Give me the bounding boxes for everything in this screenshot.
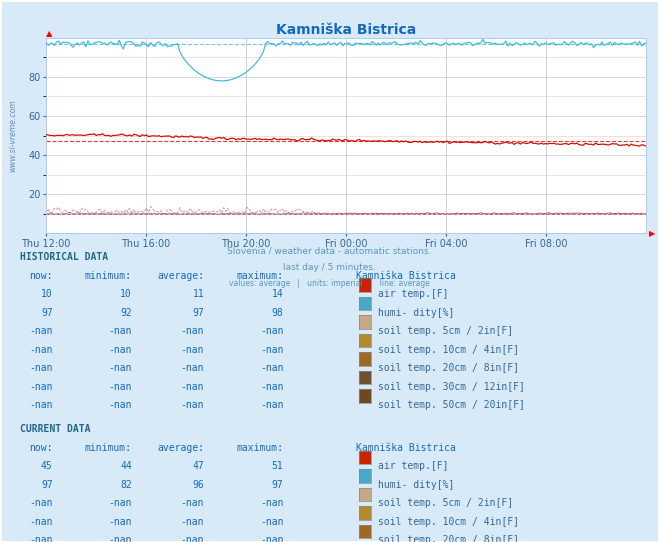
Text: 97: 97	[192, 308, 204, 318]
Text: average:: average:	[158, 443, 204, 453]
Text: 47: 47	[192, 461, 204, 472]
Text: maximum:: maximum:	[237, 270, 283, 281]
Text: minimum:: minimum:	[85, 270, 132, 281]
Text: -nan: -nan	[181, 363, 204, 373]
Text: Kamniška Bistrica: Kamniška Bistrica	[356, 443, 456, 453]
Text: 44: 44	[120, 461, 132, 472]
Text: -nan: -nan	[181, 517, 204, 527]
Text: -nan: -nan	[29, 499, 53, 508]
Text: last day / 5 minutes.: last day / 5 minutes.	[283, 263, 376, 272]
Text: -nan: -nan	[260, 382, 283, 392]
Text: -nan: -nan	[108, 401, 132, 410]
Text: -nan: -nan	[260, 499, 283, 508]
Text: values: average   |   units: imperial   |   line: average: values: average | units: imperial | line…	[229, 279, 430, 288]
Text: -nan: -nan	[29, 345, 53, 354]
Text: ▶: ▶	[649, 229, 655, 237]
Text: soil temp. 50cm / 20in[F]: soil temp. 50cm / 20in[F]	[378, 401, 525, 410]
Text: soil temp. 20cm / 8in[F]: soil temp. 20cm / 8in[F]	[378, 363, 519, 373]
Text: -nan: -nan	[181, 535, 204, 542]
Text: humi- dity[%]: humi- dity[%]	[378, 308, 454, 318]
Text: -nan: -nan	[108, 382, 132, 392]
Text: CURRENT DATA: CURRENT DATA	[20, 424, 90, 434]
Text: -nan: -nan	[181, 401, 204, 410]
Text: HISTORICAL DATA: HISTORICAL DATA	[20, 252, 108, 262]
Text: 45: 45	[41, 461, 53, 472]
Text: average:: average:	[158, 270, 204, 281]
Text: -nan: -nan	[29, 517, 53, 527]
Text: 98: 98	[272, 308, 283, 318]
Text: soil temp. 20cm / 8in[F]: soil temp. 20cm / 8in[F]	[378, 535, 519, 542]
Text: humi- dity[%]: humi- dity[%]	[378, 480, 454, 490]
Text: 97: 97	[41, 308, 53, 318]
Text: 96: 96	[192, 480, 204, 490]
Text: Kamniška Bistrica: Kamniška Bistrica	[356, 270, 456, 281]
Text: 14: 14	[272, 289, 283, 299]
Text: 82: 82	[120, 480, 132, 490]
Text: air temp.[F]: air temp.[F]	[378, 461, 448, 472]
Text: -nan: -nan	[181, 326, 204, 336]
Text: -nan: -nan	[108, 363, 132, 373]
Text: soil temp. 10cm / 4in[F]: soil temp. 10cm / 4in[F]	[378, 345, 519, 354]
Text: 10: 10	[41, 289, 53, 299]
Text: -nan: -nan	[108, 326, 132, 336]
Text: air temp.[F]: air temp.[F]	[378, 289, 448, 299]
Title: Kamniška Bistrica: Kamniška Bistrica	[276, 23, 416, 37]
Text: -nan: -nan	[260, 326, 283, 336]
Text: now:: now:	[29, 270, 53, 281]
Text: -nan: -nan	[29, 382, 53, 392]
Text: maximum:: maximum:	[237, 443, 283, 453]
Text: -nan: -nan	[181, 499, 204, 508]
Text: soil temp. 10cm / 4in[F]: soil temp. 10cm / 4in[F]	[378, 517, 519, 527]
Text: 11: 11	[192, 289, 204, 299]
Text: -nan: -nan	[29, 326, 53, 336]
Text: soil temp. 5cm / 2in[F]: soil temp. 5cm / 2in[F]	[378, 326, 513, 336]
Text: 97: 97	[41, 480, 53, 490]
Text: -nan: -nan	[260, 363, 283, 373]
Text: now:: now:	[29, 443, 53, 453]
Text: Slovenia / weather data - automatic stations.: Slovenia / weather data - automatic stat…	[227, 247, 432, 256]
Text: -nan: -nan	[29, 535, 53, 542]
Text: -nan: -nan	[108, 535, 132, 542]
Text: -nan: -nan	[108, 345, 132, 354]
Text: 92: 92	[120, 308, 132, 318]
Text: -nan: -nan	[108, 517, 132, 527]
Text: soil temp. 30cm / 12in[F]: soil temp. 30cm / 12in[F]	[378, 382, 525, 392]
Text: -nan: -nan	[108, 499, 132, 508]
Text: -nan: -nan	[260, 517, 283, 527]
Text: -nan: -nan	[260, 535, 283, 542]
Text: -nan: -nan	[29, 363, 53, 373]
Text: www.si-vreme.com: www.si-vreme.com	[8, 99, 17, 172]
Text: 10: 10	[120, 289, 132, 299]
Text: soil temp. 5cm / 2in[F]: soil temp. 5cm / 2in[F]	[378, 499, 513, 508]
Text: -nan: -nan	[260, 345, 283, 354]
Text: minimum:: minimum:	[85, 443, 132, 453]
Text: -nan: -nan	[29, 401, 53, 410]
Text: ▲: ▲	[46, 29, 53, 38]
Text: -nan: -nan	[181, 345, 204, 354]
Text: 51: 51	[272, 461, 283, 472]
Text: 97: 97	[272, 480, 283, 490]
Text: -nan: -nan	[260, 401, 283, 410]
Text: -nan: -nan	[181, 382, 204, 392]
